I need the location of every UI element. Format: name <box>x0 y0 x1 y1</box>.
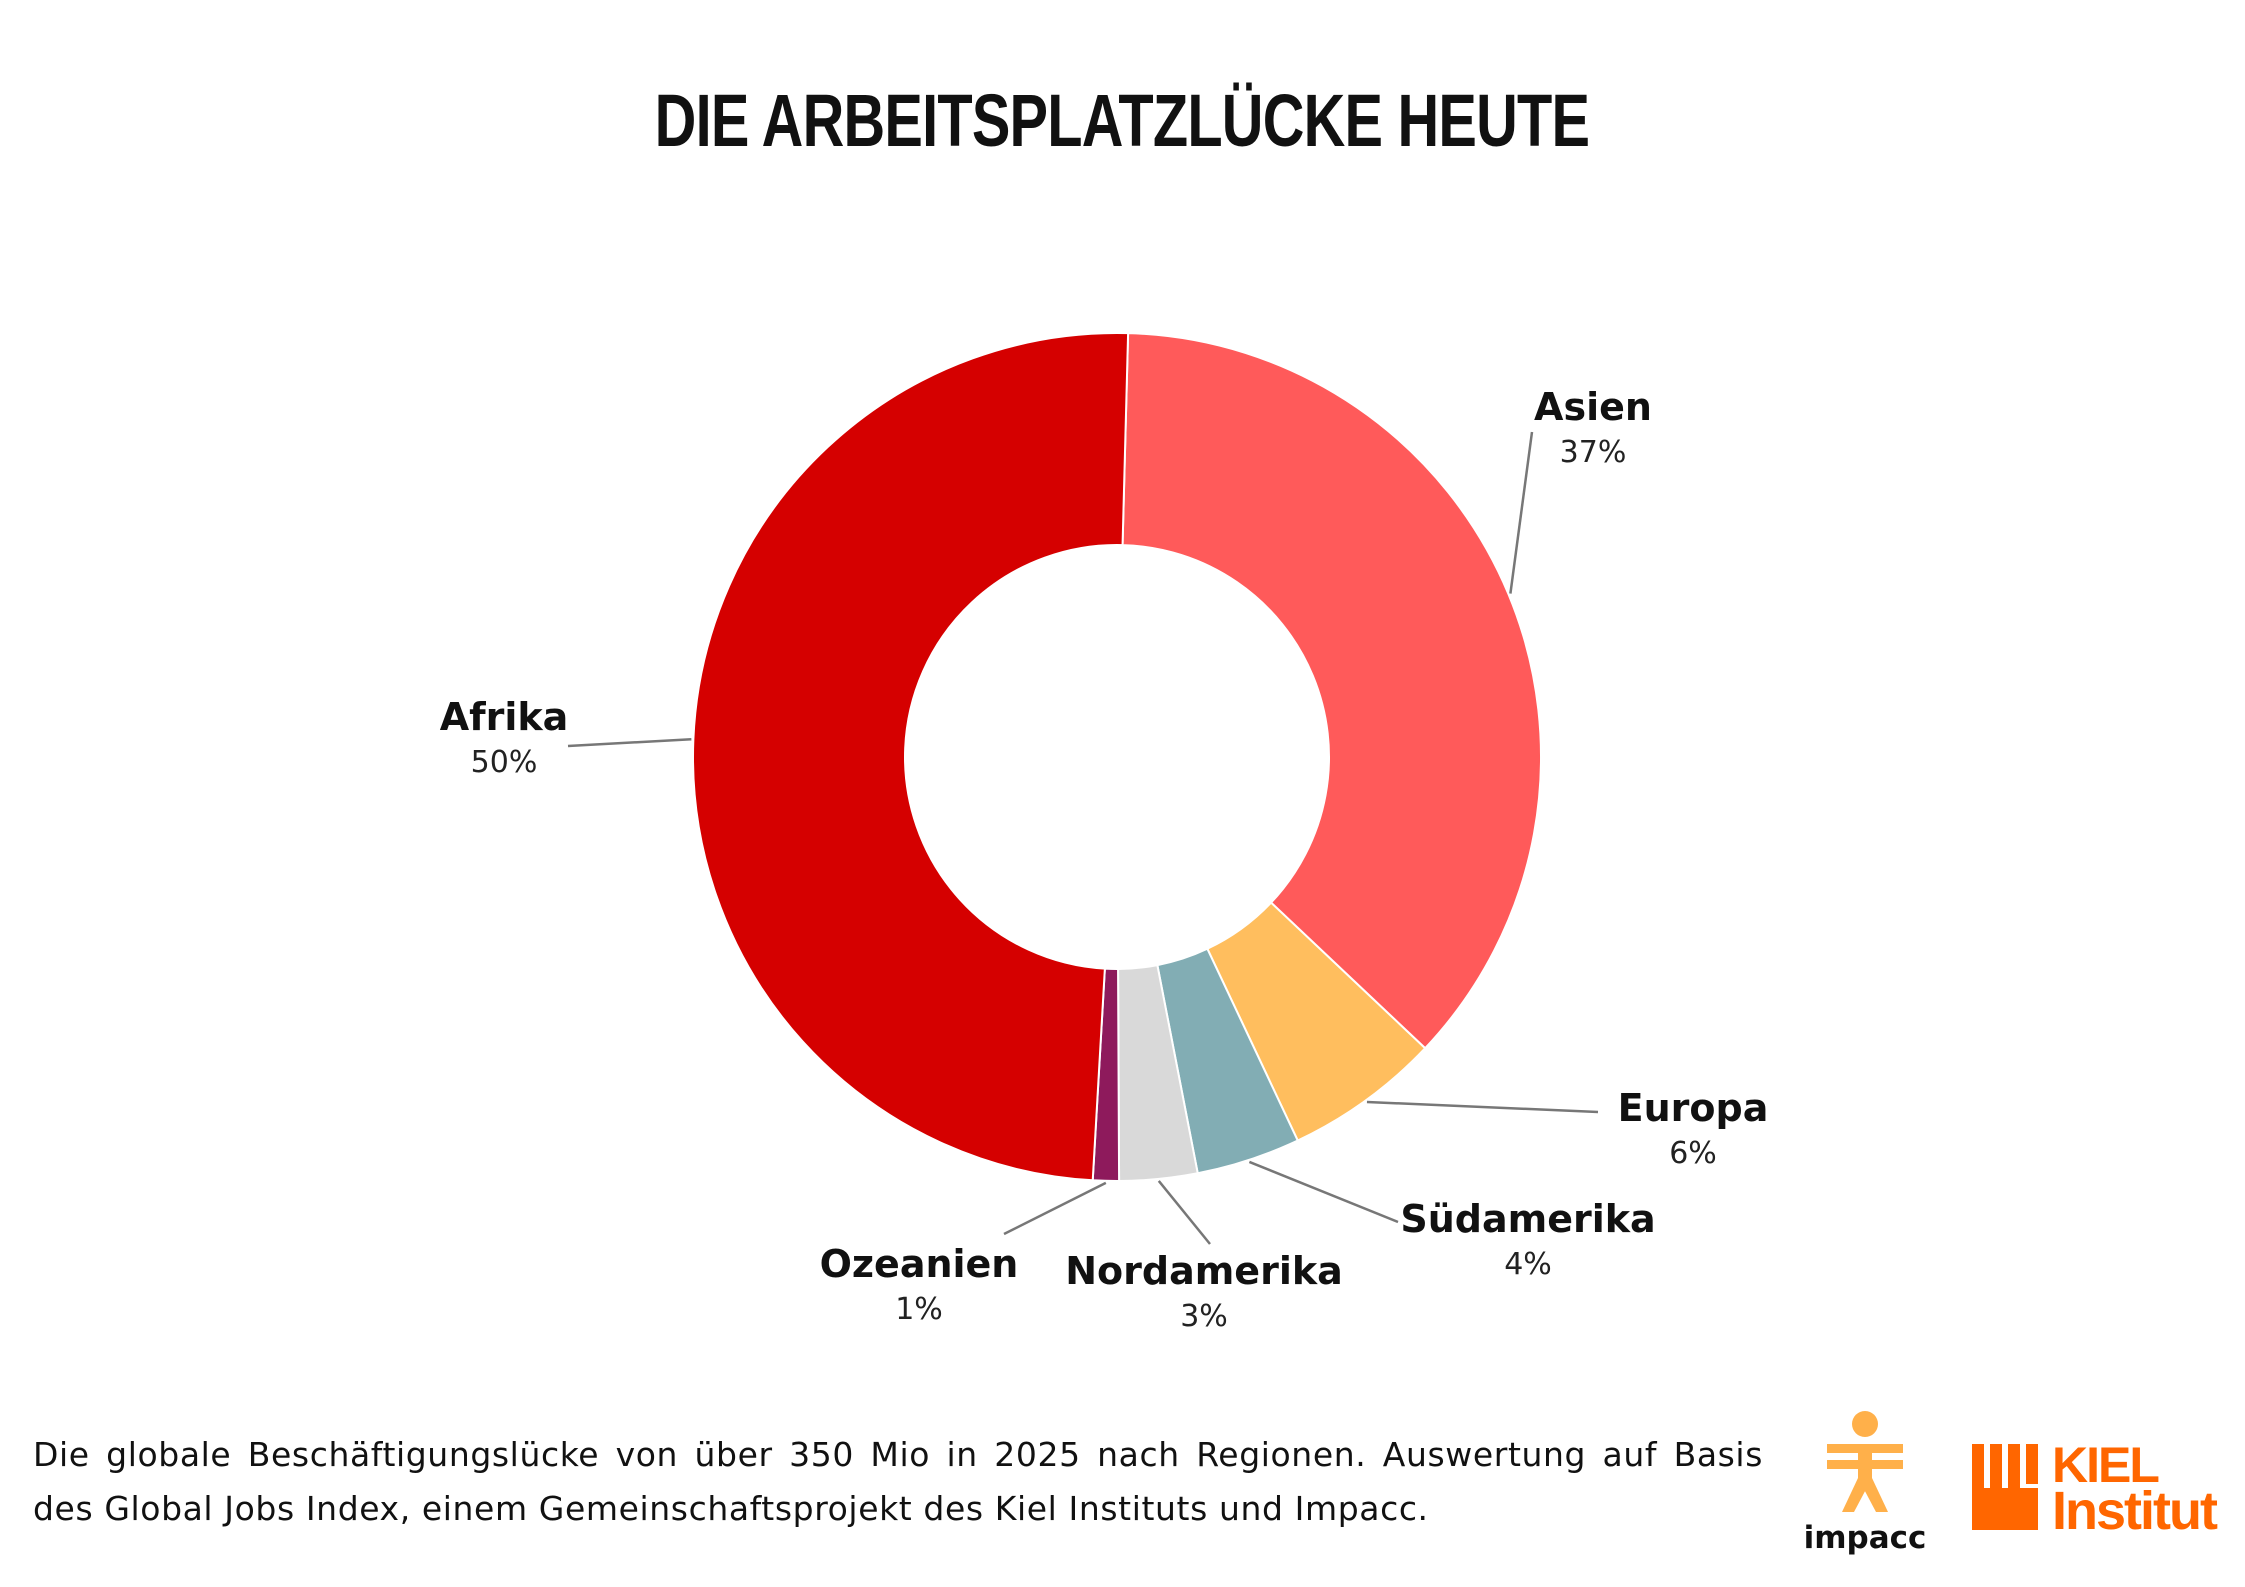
chart-caption: Die globale Beschäftigungslücke von über… <box>33 1435 1763 1528</box>
impacc-figure-icon <box>1827 1411 1903 1512</box>
slice-label-afrika: Afrika <box>440 695 569 739</box>
leader-line-nordamerika <box>1157 1180 1211 1245</box>
leader-line-asien <box>1509 431 1534 594</box>
leader-line-afrika <box>567 737 692 748</box>
slice-labels: Asien 37% Europa 6% Südamerika 4% Nordamerika 3… <box>440 385 1769 1334</box>
slice-label-asien: Asien <box>1534 385 1652 429</box>
kiel-wordmark-line2: Institut <box>2052 1481 2218 1541</box>
slice-asien <box>1121 332 1542 1050</box>
kiel-bars-icon <box>1972 1444 2038 1530</box>
chart-slices <box>692 332 1542 1182</box>
slice-value-ozeanien: 1% <box>895 1292 943 1327</box>
slice-label-südamerika: Südamerika <box>1400 1197 1655 1241</box>
slice-value-europa: 6% <box>1669 1136 1717 1171</box>
slice-label-ozeanien: Ozeanien <box>820 1242 1019 1286</box>
donut-chart: Asien 37% Europa 6% Südamerika 4% Nordamerika 3… <box>440 332 1769 1334</box>
slice-afrika <box>692 332 1130 1182</box>
leader-line-europa <box>1366 1100 1599 1114</box>
kiel-institut-logo: KIEL Institut <box>1970 1437 2220 1541</box>
leader-line-ozeanien <box>1003 1181 1107 1236</box>
impacc-wordmark: impacc <box>1803 1520 1927 1556</box>
slice-label-europa: Europa <box>1618 1086 1769 1130</box>
slice-value-asien: 37% <box>1560 435 1627 470</box>
slice-value-nordamerika: 3% <box>1180 1299 1228 1334</box>
leader-line-südamerika <box>1248 1160 1399 1224</box>
leader-lines <box>567 431 1599 1245</box>
slice-value-afrika: 50% <box>471 745 538 780</box>
slice-label-nordamerika: Nordamerika <box>1065 1249 1343 1293</box>
impacc-logo: impacc <box>1790 1408 1940 1568</box>
chart-title: DIE ARBEITSPLATZLÜCKE HEUTE <box>654 79 1590 162</box>
slice-value-südamerika: 4% <box>1504 1247 1552 1282</box>
kiel-wordmark-line1: KIEL <box>2052 1437 2160 1493</box>
